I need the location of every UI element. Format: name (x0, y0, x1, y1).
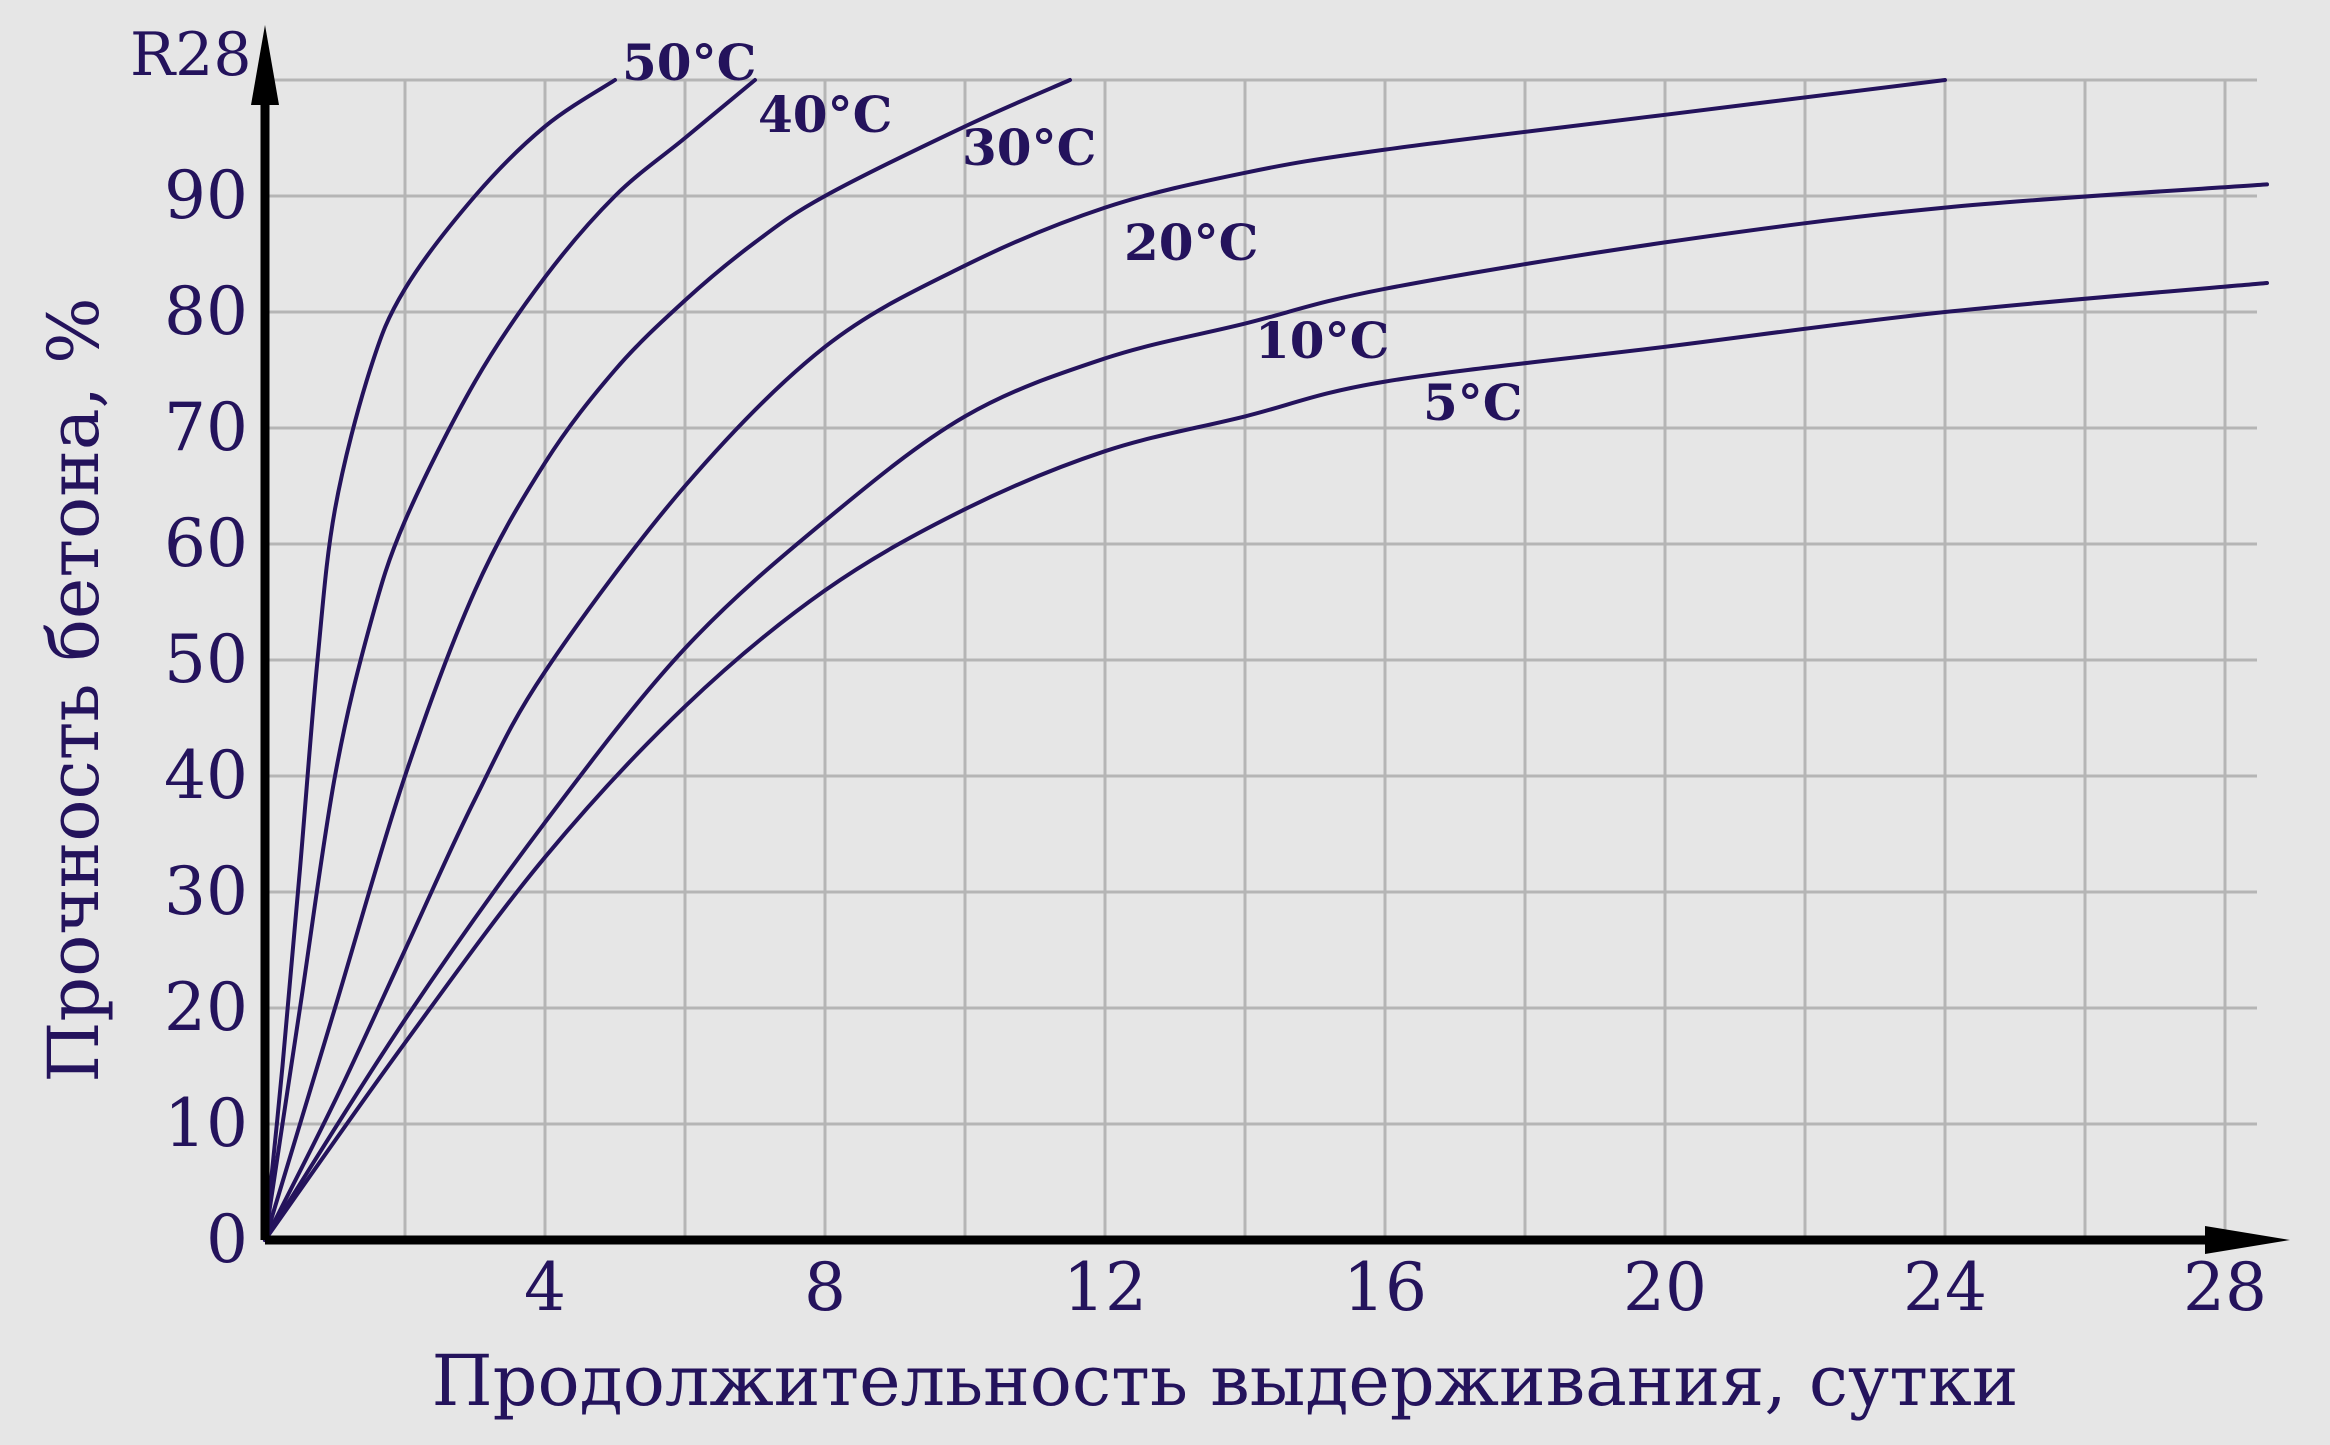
y-tick-label-0: 0 (206, 1201, 248, 1278)
x-tick-label-28: 28 (2183, 1249, 2267, 1326)
y-tick-label-40: 40 (164, 737, 248, 814)
series-label-1: 40°C (758, 85, 892, 144)
x-tick-label-16: 16 (1343, 1249, 1427, 1326)
y-axis-title: Прочность бетона, % (33, 297, 115, 1082)
labels: 50°C40°C 30°C 20°C 10°C 5°C 4 8 12 16 20 24 28 0 10 20… (164, 33, 2267, 1326)
x-tick-label-20: 20 (1623, 1249, 1707, 1326)
y-tick-label-60: 60 (164, 505, 248, 582)
series-line-3 (263, 78, 1947, 1242)
y-tick-label-80: 80 (164, 273, 248, 350)
x-tick-label-24: 24 (1903, 1249, 1987, 1326)
y-tick-label-90: 90 (164, 157, 248, 234)
y-tick-label-10: 10 (164, 1085, 248, 1162)
series-line-4 (263, 182, 2269, 1242)
series-label-4: 10°C (1255, 311, 1389, 370)
y-axis-top-label: R28 (130, 20, 252, 90)
series-line-1 (263, 78, 757, 1242)
x-tick-label-4: 4 (524, 1249, 566, 1326)
y-axis-arrow (251, 25, 279, 105)
x-tick-label-8: 8 (804, 1249, 846, 1326)
y-tick-label-50: 50 (164, 621, 248, 698)
series-lines (263, 78, 2269, 1242)
x-tick-label-12: 12 (1063, 1249, 1147, 1326)
y-tick-label-30: 30 (164, 853, 248, 930)
series-line-0 (263, 78, 617, 1242)
x-axis-arrow (2205, 1226, 2290, 1254)
series-line-5 (263, 281, 2269, 1242)
series-label-2: 30°C (962, 118, 1096, 177)
series-line-2 (263, 78, 1072, 1242)
x-axis-title: Продолжительность выдерживания, сутки (432, 1340, 2019, 1422)
axes (251, 25, 2290, 1254)
grid (265, 78, 2257, 1240)
y-tick-label-70: 70 (164, 389, 248, 466)
series-label-5: 5°C (1423, 373, 1523, 432)
y-tick-label-20: 20 (164, 969, 248, 1046)
series-label-3: 20°C (1124, 213, 1258, 272)
series-label-0: 50°C (622, 33, 756, 92)
